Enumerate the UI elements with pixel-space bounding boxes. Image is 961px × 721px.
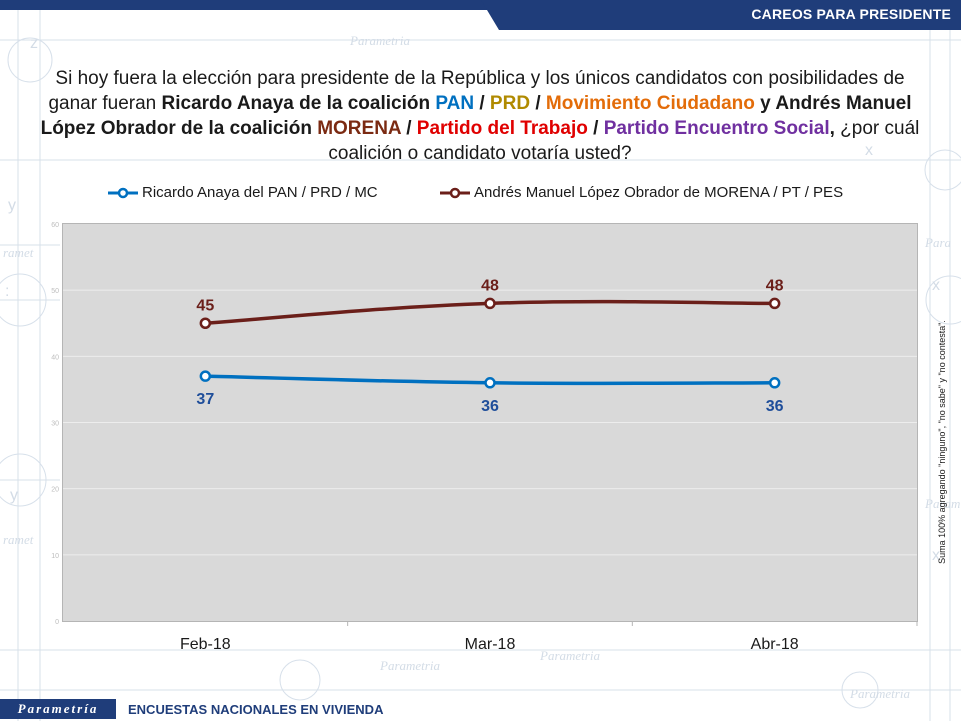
x-tick-label: Mar-18 [465, 636, 516, 653]
data-label: 36 [766, 398, 784, 415]
svg-text:z: z [30, 35, 38, 52]
svg-text:Parametria: Parametria [849, 686, 910, 701]
question-prd: PRD [489, 93, 531, 114]
data-point [199, 370, 212, 382]
data-label: 45 [196, 297, 214, 314]
x-tick-label: Abr-18 [751, 636, 799, 653]
y-tick-label: 10 [51, 553, 59, 560]
y-tick-label: 0 [55, 619, 59, 626]
svg-text:Parametria: Parametria [539, 648, 600, 663]
question-text-start: Si hoy fuera la elección para presidente… [48, 68, 905, 114]
svg-text:Parametria: Parametria [349, 33, 410, 48]
footer: Parametría ENCUESTAS NACIONALES EN VIVIE… [0, 698, 961, 721]
question-slash: / [474, 93, 490, 114]
data-point [484, 297, 496, 310]
svg-text:x: x [865, 142, 873, 159]
legend-item-anaya: Ricardo Anaya del PAN / PRD / MC [108, 184, 378, 201]
svg-text:Para: Para [924, 235, 952, 250]
svg-text:Param: Param [924, 496, 960, 511]
y-tick-label: 60 [51, 222, 59, 229]
svg-text:y: y [10, 487, 18, 504]
svg-text:ramet: ramet [3, 245, 34, 260]
legend-marker-anaya [108, 187, 138, 198]
y-tick-label: 20 [51, 487, 59, 494]
question-pan: PAN [435, 93, 475, 114]
data-label: 48 [481, 277, 499, 294]
y-tick-label: 40 [51, 354, 59, 361]
question-pes: Partido Encuentro Social [603, 118, 830, 139]
section-title-tab: CAREOS PARA PRESIDENTE [481, 0, 961, 30]
question-mc: Movimiento Ciudadano [545, 93, 755, 114]
svg-text:x: x [932, 547, 940, 564]
question-y: y [754, 93, 776, 114]
question-text-end: ¿por cuál coalición o candidato votaría … [328, 118, 920, 164]
legend-label-amlo: Andrés Manuel López Obrador de MORENA / … [474, 184, 844, 201]
data-label: 37 [196, 391, 214, 408]
data-point [768, 377, 781, 389]
question-anaya: Ricardo Anaya de la coalición [161, 93, 431, 114]
question-comma: , [829, 118, 835, 139]
survey-question: Si hoy fuera la elección para presidente… [30, 66, 930, 166]
data-label: 48 [766, 277, 784, 294]
y-tick-label: 30 [51, 421, 59, 428]
question-morena: MORENA [317, 118, 401, 139]
svg-text:Parametria: Parametria [379, 658, 440, 673]
svg-text:x: x [932, 277, 940, 294]
question-pt: Partido del Trabajo [416, 118, 588, 139]
data-point [199, 317, 212, 329]
legend-label-anaya: Ricardo Anaya del PAN / PRD / MC [142, 184, 378, 201]
legend-marker-amlo [440, 187, 470, 198]
question-slash: / [587, 118, 604, 139]
top-bar [0, 0, 961, 10]
question-slash: / [530, 93, 546, 114]
data-point [484, 377, 496, 389]
parametria-logo: Parametría [0, 699, 116, 719]
question-slash: / [400, 118, 417, 139]
svg-text:y: y [8, 197, 16, 214]
chart-legend: Ricardo Anaya del PAN / PRD / MC Andrés … [0, 184, 961, 204]
data-point [768, 297, 781, 310]
y-tick-label: 50 [51, 288, 59, 295]
footer-subtitle: ENCUESTAS NACIONALES EN VIVIENDA [128, 702, 384, 717]
question-amlo: Andrés Manuel López Obrador de la coalic… [40, 93, 912, 139]
svg-text::: : [5, 283, 9, 300]
section-title: CAREOS PARA PRESIDENTE [751, 6, 951, 22]
legend-item-amlo: Andrés Manuel López Obrador de MORENA / … [440, 184, 843, 201]
x-tick-label: Feb-18 [180, 636, 231, 653]
svg-text:ramet: ramet [3, 532, 34, 547]
data-label: 36 [481, 398, 499, 415]
